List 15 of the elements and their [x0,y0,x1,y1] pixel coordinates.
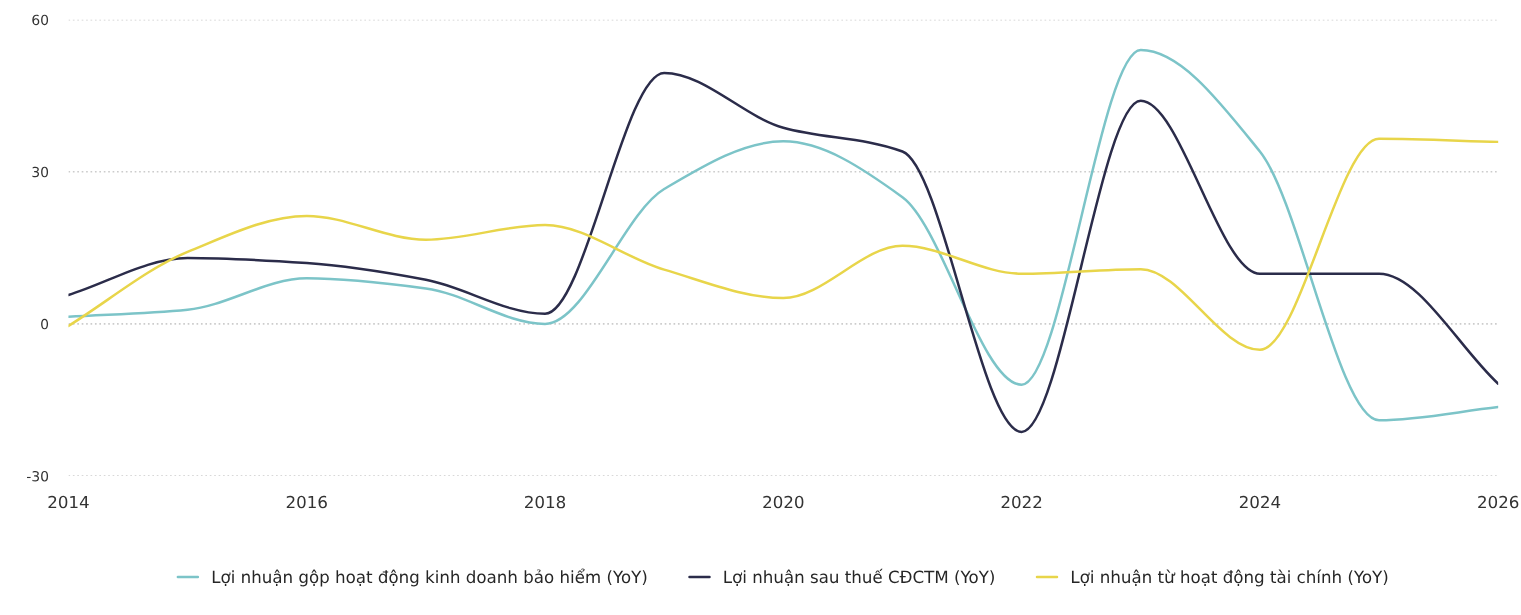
y-tick-label: 0 [41,318,49,330]
legend-label: Lợi nhuận gộp hoạt động kinh doanh bảo hiểm (YoY) [212,568,647,587]
y-tick-label: -30 [27,470,49,482]
x-tick-label: 2016 [286,495,327,509]
x-tick-label: 2020 [763,495,804,509]
y-tick-label: 30 [32,166,49,178]
line-series [68,137,1499,352]
legend-label: Lợi nhuận từ hoạt động tài chính (YoY) [1071,569,1388,587]
y-tick-label: 60 [32,14,49,26]
x-tick-label: 2026 [1478,495,1519,509]
x-tick-label: 2024 [1239,495,1281,509]
x-tick-label: 2018 [525,495,566,509]
x-tick-label: 2014 [48,495,89,509]
legend-label: Lợi nhuận sau thuế CĐCTM (YoY) [724,568,994,586]
x-tick-label: 2022 [1001,495,1042,509]
